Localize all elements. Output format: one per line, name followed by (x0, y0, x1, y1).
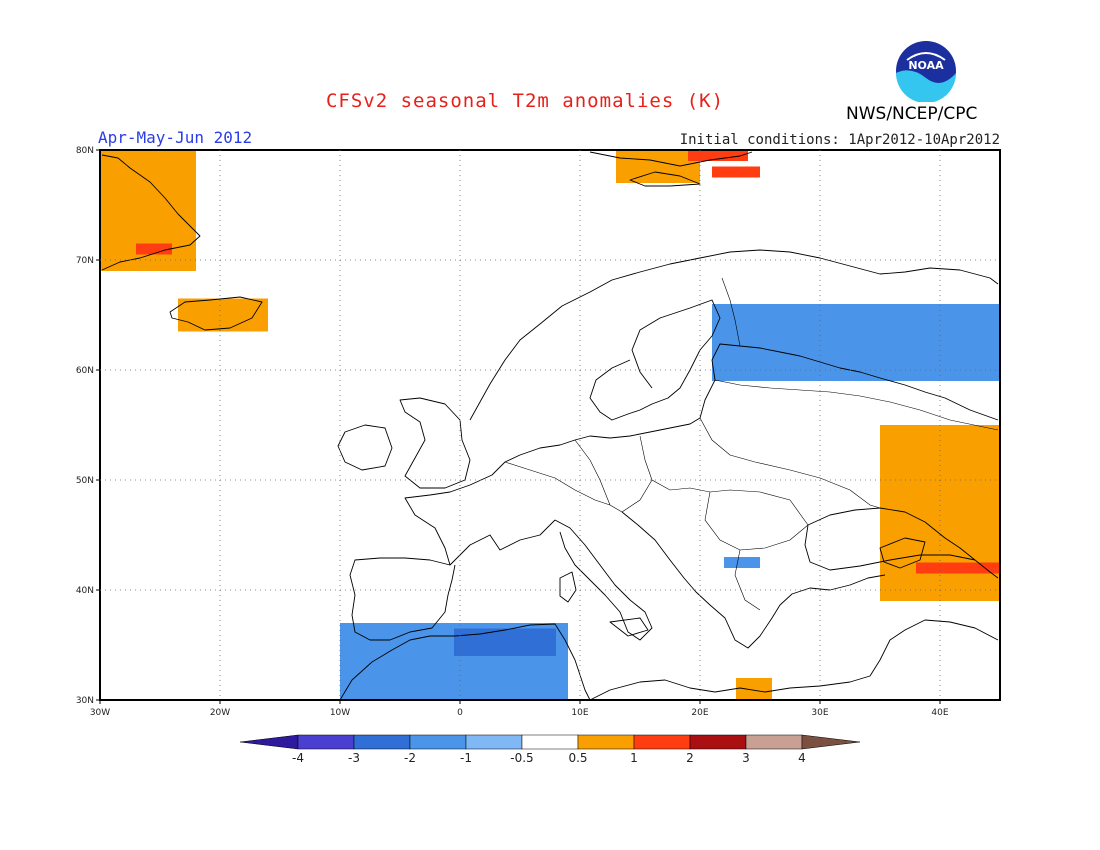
lon-tick-label: 20E (691, 708, 708, 718)
ireland-coast (337, 424, 393, 471)
anomaly-region (178, 298, 268, 332)
anomaly-region (688, 150, 748, 161)
sicily-coast (609, 617, 649, 637)
great-britain-coast (399, 397, 471, 489)
anomaly-region (736, 678, 772, 700)
colorbar-swatch (521, 734, 579, 750)
colorbar-label: 3 (742, 751, 750, 765)
caspian-coast (879, 537, 926, 569)
lat-tick-label: 50N (76, 476, 94, 486)
colorbar-label: 4 (798, 751, 806, 765)
sardinia-corsica-coast (559, 571, 577, 603)
colorbar-swatch (745, 734, 803, 750)
anomaly-region (136, 243, 172, 255)
anomaly-region (712, 304, 1000, 381)
map-title: CFSv2 seasonal T2m anomalies (K) (325, 90, 725, 112)
lon-tick-label: 40E (931, 708, 948, 718)
anomaly-region (916, 562, 1000, 574)
colorbar-label: 1 (630, 751, 638, 765)
anomaly-region (616, 150, 700, 183)
latitude-tick-labels: 30N 40N 50N 60N 70N 80N (76, 146, 100, 706)
france-coast (404, 461, 556, 566)
iceland-coast (169, 296, 263, 331)
lon-tick-label: 10W (330, 708, 350, 718)
graticule (100, 150, 1000, 700)
eastern-med-coast (589, 619, 999, 701)
south-baltic-coast (504, 417, 701, 463)
anomaly-region (724, 557, 760, 568)
greenland-coast (101, 154, 201, 271)
scandinavia-south-coast (589, 299, 721, 421)
colorbar-label: 0.5 (568, 751, 587, 765)
colorbar-swatch (577, 734, 635, 750)
baltic-east-coast (699, 343, 999, 421)
colorbar-swatch (297, 734, 355, 750)
longitude-tick-labels: 30W 20W 10W 0 10E 20E 30E 40E (90, 700, 949, 718)
colorbar-swatch (689, 734, 747, 750)
lat-tick-label: 80N (76, 146, 94, 156)
forecast-period: Apr-May-Jun 2012 (98, 128, 253, 147)
initial-conditions: Initial conditions: 1Apr2012-10Apr2012 (679, 132, 1000, 148)
anomaly-shading (100, 150, 1000, 700)
colorbar-arrow-high (801, 734, 861, 750)
anomaly-region (454, 628, 556, 656)
colorbar-label: -4 (292, 751, 304, 765)
colorbar-label: -3 (348, 751, 360, 765)
lat-tick-label: 60N (76, 366, 94, 376)
svalbard-coast (589, 151, 753, 167)
lat-tick-label: 40N (76, 586, 94, 596)
italy-west-coast (554, 519, 653, 641)
colorbar-label: -1 (460, 751, 472, 765)
north-africa-coast (339, 623, 591, 701)
colorbar-label: -0.5 (510, 751, 533, 765)
coastlines (101, 151, 999, 701)
iberia-coast (349, 557, 456, 641)
lat-tick-label: 70N (76, 256, 94, 266)
agency-label: NWS/NCEP/CPC (846, 104, 978, 124)
svalbard-south-coast (629, 171, 701, 187)
lat-tick-label: 30N (76, 696, 94, 706)
colorbar: -4 -3 -2 -1 -0.5 0.5 1 2 3 4 (239, 734, 861, 765)
adriatic-balkan-coast (621, 511, 886, 649)
lon-tick-label: 30W (90, 708, 110, 718)
lon-tick-label: 20W (210, 708, 230, 718)
map-frame (99, 149, 1001, 701)
colorbar-label: 2 (686, 751, 694, 765)
scandinavia-north-coast (469, 249, 999, 421)
colorbar-swatch (353, 734, 411, 750)
anomaly-region (880, 425, 1000, 601)
colorbar-label: -2 (404, 751, 416, 765)
colorbar-swatch (633, 734, 691, 750)
black-sea-north-coast (807, 507, 999, 579)
colorbar-swatch (465, 734, 523, 750)
lon-tick-label: 30E (811, 708, 828, 718)
noaa-logo: NOAA (896, 41, 956, 102)
lon-tick-label: 0 (457, 708, 463, 718)
colorbar-arrow-low (239, 734, 299, 750)
anomaly-region (712, 166, 760, 178)
logo-text: NOAA (908, 59, 944, 72)
colorbar-swatch (409, 734, 467, 750)
lon-tick-label: 10E (571, 708, 588, 718)
